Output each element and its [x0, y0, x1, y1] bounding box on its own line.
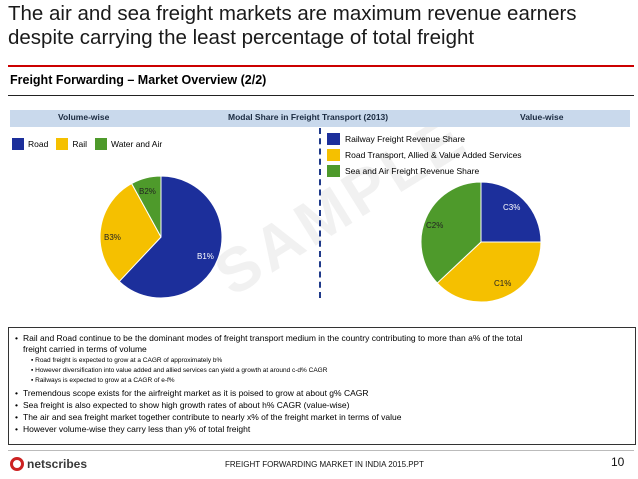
legend-label: Road Transport, Allied & Value Added Ser… [345, 150, 522, 160]
sub-bullet-item: ▪ However diversification into value add… [31, 367, 328, 374]
legend-swatch [327, 149, 340, 161]
footer-report-name: FREIGHT FORWARDING MARKET IN INDIA 2015.… [225, 460, 424, 469]
pie-slice-railway-freight-revenue-share [480, 181, 542, 243]
page-number: 10 [611, 455, 625, 469]
pie-slice-label-sea-air: C2% [426, 221, 444, 230]
pie-slice-label-road-transport: C1% [494, 279, 512, 288]
legend-item: Road Transport, Allied & Value Added Ser… [327, 147, 522, 163]
legend-item: Water and Air [94, 138, 163, 150]
pie-slice-label-rail: B3% [104, 233, 121, 242]
band-right-label: Value-wise [520, 112, 564, 122]
legend-label: Railway Freight Revenue Share [345, 134, 466, 144]
pie-slice-label-water-air: B2% [139, 187, 156, 196]
pie-slice-label-road: B1% [197, 252, 214, 261]
footer-rule [8, 450, 634, 451]
section-subtitle: Freight Forwarding – Market Overview (2/… [10, 73, 267, 87]
logo-ring-icon [10, 457, 24, 471]
value-legend: Railway Freight Revenue Share Road Trans… [327, 131, 522, 179]
legend-label: Sea and Air Freight Revenue Share [345, 166, 480, 176]
legend-swatch [327, 165, 340, 177]
chart-divider [319, 128, 321, 298]
legend-item: Railway Freight Revenue Share [327, 131, 522, 147]
key-findings-box: • Rail and Road continue to be the domina… [8, 327, 636, 445]
bullet-item: • The air and sea freight market together… [15, 412, 402, 422]
sub-bullet-item: ▪ Railways is expected to grow at a CAGR… [31, 377, 175, 384]
pie-slice-water-and-air [130, 175, 162, 238]
pie-slice-label-railway: C3% [503, 203, 521, 212]
band-center-label: Modal Share in Freight Transport (2013) [228, 112, 389, 122]
bullet-item: • Rail and Road continue to be the domina… [15, 333, 523, 343]
band-left-label: Volume-wise [58, 112, 110, 122]
legend-item: Road [12, 138, 48, 150]
logo-text: netscribes [27, 457, 88, 471]
legend-item: Rail [56, 138, 87, 150]
legend-swatch [94, 138, 107, 150]
sub-bullet-item: ▪ Road freight is expected to grow at a … [31, 357, 223, 364]
legend-swatch [12, 138, 24, 150]
volume-legend: Road Rail Water and Air [12, 138, 170, 150]
legend-swatch [327, 133, 340, 145]
legend-label: Water and Air [110, 139, 163, 149]
title-underline [8, 65, 634, 67]
bullet-item: • Sea freight is also expected to show hi… [15, 400, 350, 410]
subtitle-underline [8, 95, 634, 96]
pie-slice-road-transport-allied-value-added-services [436, 241, 542, 303]
legend-label: Rail [72, 139, 87, 149]
chart-header-band: Volume-wise Modal Share in Freight Trans… [10, 110, 630, 127]
netscribes-logo: netscribes [10, 457, 87, 471]
bullet-continuation: freight carried in terms of volume [23, 344, 147, 354]
pie-slice-sea-and-air-freight-revenue-share [420, 181, 482, 284]
legend-swatch [56, 138, 69, 150]
bullet-item: • Tremendous scope exists for the airfrei… [15, 388, 369, 398]
legend-label: Road [28, 139, 49, 149]
legend-item: Sea and Air Freight Revenue Share [327, 163, 522, 179]
pie-slice-road [118, 175, 223, 299]
bullet-item: • However volume-wise they carry less tha… [15, 424, 251, 434]
slide-title: The air and sea freight markets are maxi… [8, 2, 577, 49]
